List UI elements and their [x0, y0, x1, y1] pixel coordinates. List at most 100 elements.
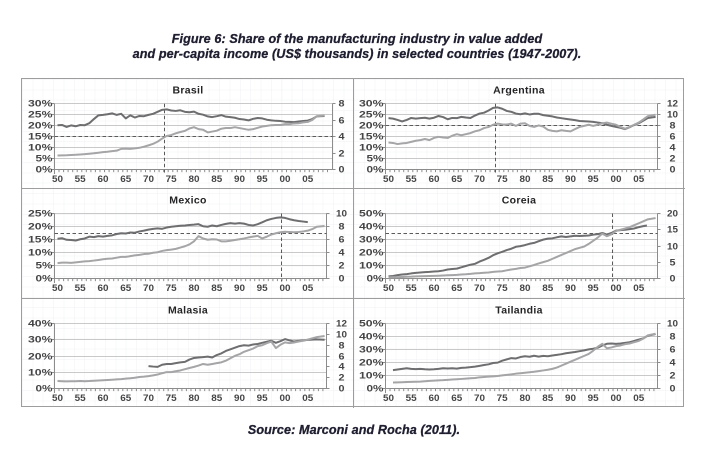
svg-text:4: 4 [670, 143, 676, 153]
svg-text:05: 05 [633, 283, 645, 294]
svg-text:6: 6 [670, 132, 676, 142]
svg-text:8: 8 [670, 121, 676, 131]
svg-text:50: 50 [383, 283, 394, 294]
svg-text:20%: 20% [359, 248, 384, 258]
svg-text:85: 85 [211, 393, 223, 404]
svg-text:50: 50 [383, 393, 394, 404]
svg-text:40%: 40% [28, 319, 53, 329]
svg-text:10%: 10% [28, 248, 53, 258]
svg-text:85: 85 [211, 283, 223, 294]
svg-text:60: 60 [98, 393, 109, 404]
svg-text:0: 0 [670, 165, 676, 175]
svg-text:6: 6 [339, 235, 345, 245]
svg-text:Mexico: Mexico [169, 195, 206, 207]
svg-text:20%: 20% [359, 358, 384, 368]
svg-text:85: 85 [542, 174, 554, 185]
svg-text:55: 55 [75, 393, 87, 404]
svg-text:10: 10 [667, 110, 678, 120]
svg-text:65: 65 [451, 283, 463, 294]
svg-text:4: 4 [670, 358, 676, 368]
svg-text:05: 05 [302, 174, 314, 185]
svg-text:5%: 5% [36, 261, 53, 271]
svg-text:50%: 50% [359, 209, 384, 219]
svg-text:60: 60 [98, 174, 109, 185]
svg-text:65: 65 [451, 393, 463, 404]
svg-text:0: 0 [670, 274, 676, 284]
svg-text:95: 95 [257, 393, 269, 404]
svg-text:20%: 20% [28, 222, 53, 232]
svg-text:12: 12 [667, 99, 678, 109]
svg-text:70: 70 [474, 393, 485, 404]
svg-text:75: 75 [166, 393, 178, 404]
svg-text:2: 2 [339, 149, 345, 159]
svg-text:00: 00 [611, 393, 622, 404]
svg-text:30%: 30% [28, 335, 53, 345]
svg-text:Argentina: Argentina [493, 85, 545, 97]
svg-text:6: 6 [339, 352, 345, 362]
svg-text:75: 75 [497, 393, 509, 404]
svg-text:70: 70 [143, 393, 154, 404]
svg-text:60: 60 [429, 174, 440, 185]
svg-text:0%: 0% [367, 274, 384, 284]
svg-text:85: 85 [542, 393, 554, 404]
svg-text:30%: 30% [359, 235, 384, 245]
svg-text:55: 55 [406, 283, 418, 294]
svg-text:95: 95 [257, 174, 269, 185]
svg-text:00: 00 [611, 174, 622, 185]
svg-text:05: 05 [633, 393, 645, 404]
svg-text:10%: 10% [359, 261, 384, 271]
svg-text:65: 65 [451, 174, 463, 185]
svg-text:60: 60 [429, 393, 440, 404]
svg-text:6: 6 [339, 116, 345, 126]
svg-text:2: 2 [670, 154, 676, 164]
svg-text:55: 55 [406, 393, 418, 404]
svg-text:95: 95 [588, 393, 600, 404]
svg-text:20: 20 [667, 209, 678, 219]
svg-text:00: 00 [280, 174, 291, 185]
svg-text:8: 8 [339, 341, 345, 351]
svg-text:4: 4 [339, 132, 345, 142]
svg-text:10: 10 [336, 330, 347, 340]
svg-text:90: 90 [234, 174, 245, 185]
svg-text:05: 05 [302, 283, 314, 294]
svg-text:2: 2 [670, 371, 676, 381]
svg-text:8: 8 [670, 332, 676, 342]
svg-text:15%: 15% [28, 132, 53, 142]
svg-text:90: 90 [234, 393, 245, 404]
svg-text:15%: 15% [28, 235, 53, 245]
svg-text:40%: 40% [359, 332, 384, 342]
svg-text:75: 75 [166, 174, 178, 185]
svg-text:55: 55 [75, 283, 87, 294]
svg-text:50: 50 [52, 283, 63, 294]
svg-text:8: 8 [339, 99, 345, 109]
svg-text:60: 60 [98, 283, 109, 294]
svg-text:05: 05 [302, 393, 314, 404]
svg-text:Malasia: Malasia [168, 305, 208, 317]
svg-text:0: 0 [670, 384, 676, 394]
svg-text:15%: 15% [359, 132, 384, 142]
svg-text:Coreia: Coreia [502, 195, 536, 207]
svg-text:0%: 0% [36, 274, 53, 284]
svg-text:2: 2 [339, 373, 345, 383]
svg-text:0: 0 [339, 165, 345, 175]
svg-text:95: 95 [588, 174, 600, 185]
svg-text:50: 50 [52, 393, 63, 404]
svg-text:4: 4 [339, 248, 345, 258]
svg-text:10: 10 [336, 209, 347, 219]
svg-text:55: 55 [406, 174, 418, 185]
svg-text:4: 4 [339, 362, 345, 372]
svg-text:50: 50 [52, 174, 63, 185]
svg-text:95: 95 [257, 283, 269, 294]
svg-text:5%: 5% [367, 154, 384, 164]
svg-text:80: 80 [189, 174, 200, 185]
svg-text:20%: 20% [359, 121, 384, 131]
svg-text:30%: 30% [28, 99, 53, 109]
svg-text:30%: 30% [359, 345, 384, 355]
svg-text:0%: 0% [367, 165, 384, 175]
svg-text:50%: 50% [359, 319, 384, 329]
svg-text:70: 70 [143, 283, 154, 294]
svg-text:80: 80 [520, 283, 531, 294]
svg-text:2: 2 [339, 261, 345, 271]
svg-text:65: 65 [120, 283, 132, 294]
svg-text:55: 55 [75, 174, 87, 185]
